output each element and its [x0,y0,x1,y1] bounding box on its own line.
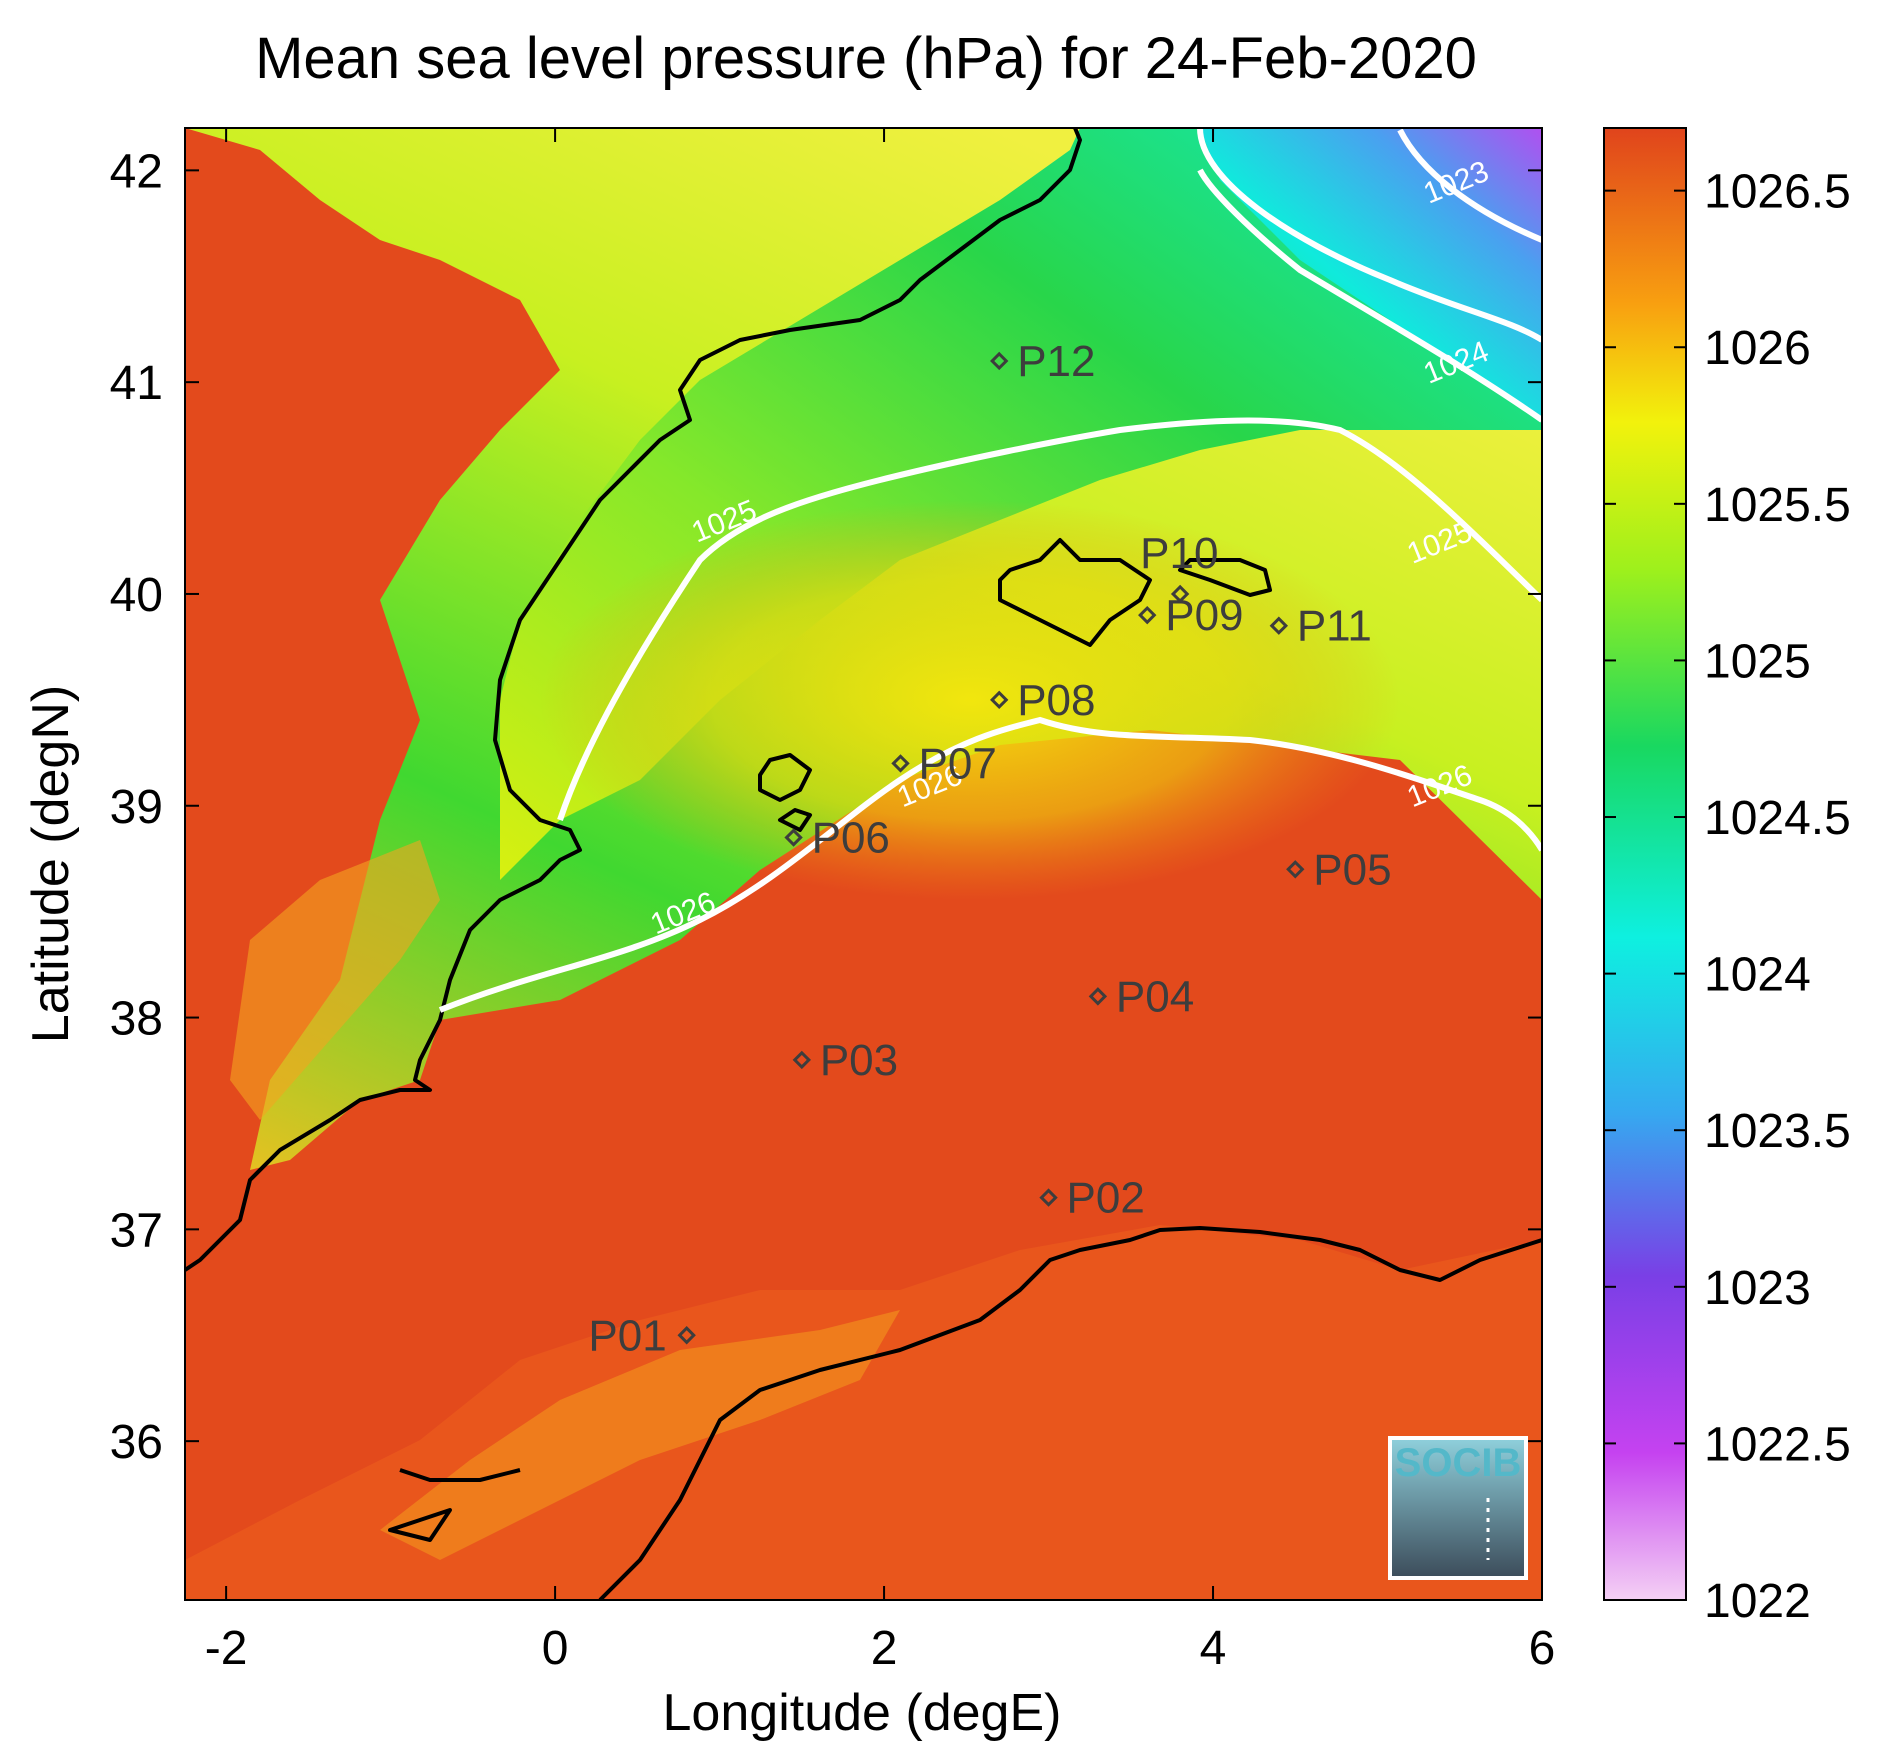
isobar-1026 [438,716,1542,1013]
isobar-1025 [557,417,1542,821]
y-tick-label: 40 [110,569,163,622]
colorbar-tick-label: 1023.5 [1704,1105,1851,1158]
station-label: P08 [1017,676,1095,725]
station-label: P10 [1140,529,1218,578]
station-label: P03 [820,1036,898,1085]
station-label: P11 [1297,602,1372,651]
x-tick-label: 4 [1200,1622,1227,1675]
colorbar-ticks: 1026.5 1026 1025.5 1025 1024.5 1024 1023.5 1023… [1604,166,1851,1628]
station-label: P06 [812,814,890,863]
station-marker [1138,605,1157,625]
station-marker [677,1326,696,1345]
station-marker [1170,584,1190,604]
colorbar: 1026.5 1026 1025.5 1025 1024.5 1024 1023.5 1023… [1603,127,1851,1628]
x-tick-label: 0 [542,1622,569,1675]
station-label: P05 [1313,845,1391,894]
x-axis-label: Longitude (degE) [663,1684,1062,1742]
colorbar-tick-label: 1022.5 [1704,1418,1851,1471]
station-marker [990,351,1009,371]
y-tick-label: 42 [110,145,163,198]
menorca-coastline [1178,558,1272,597]
station-marker [1039,1188,1058,1207]
isobar-1023b [1397,128,1542,243]
station-marker [990,690,1009,710]
coastlines [185,128,1542,1600]
formentera-coastline [778,808,812,832]
logo-box [1388,1436,1528,1580]
isobars [438,128,1542,1013]
y-tick-label: 41 [110,357,163,410]
african-coastline [598,1226,1542,1600]
y-tick-label: 36 [110,1416,163,1469]
station-marker [1286,860,1305,879]
alboran-coastline [388,1508,452,1542]
station-label: P04 [1116,972,1194,1021]
map-frame [184,127,1543,1601]
x-tick-label: -2 [205,1622,248,1675]
colorbar-tick-label: 1026.5 [1704,166,1851,219]
strait-coastline [399,1468,521,1482]
balearic-yellow-field [540,500,1400,900]
colorbar-tick-label: 1026 [1704,322,1811,375]
atlas-texture [380,1310,900,1560]
x-tick-label: 6 [1529,1622,1556,1675]
station-marker [891,754,910,773]
isobar-1024 [1197,168,1542,423]
station-label: P12 [1017,337,1095,386]
ibiza-coastline [758,753,812,802]
logo-text: SOCIB [1395,1441,1522,1485]
colorbar-tick-label: 1024 [1704,949,1811,1002]
colorbar-tick-label: 1023 [1704,1262,1811,1315]
station-label: P07 [919,739,997,788]
colorbar-tick-label: 1022 [1704,1575,1811,1628]
station-marker [1088,987,1108,1006]
station-label: P01 [588,1311,666,1360]
x-tick-label: 2 [871,1622,898,1675]
station-marker [1269,616,1289,635]
mallorca-coastline [998,538,1152,647]
iberia-texture [230,840,440,1120]
y-tick-label: 37 [110,1204,163,1257]
y-tick-label: 38 [110,993,163,1046]
isobar-1023a [1197,128,1542,343]
socib-logo: SOCIB [1388,1436,1528,1580]
y-axis-ticks: 42 41 40 39 38 37 36 [110,145,1542,1469]
colorbar-bar [1603,127,1687,1601]
station-label: P02 [1067,1174,1145,1223]
station-marker [784,828,803,847]
x-axis-ticks: -2 0 2 4 6 [205,128,1556,1675]
colorbar-tick-label: 1025.5 [1704,479,1851,532]
y-axis-label: Latitude (degN) [22,685,80,1043]
iberian-coastline [185,128,1082,1272]
y-tick-label: 39 [110,781,163,834]
colorbar-tick-label: 1025 [1704,635,1811,688]
colorbar-tick-label: 1024.5 [1704,792,1851,845]
map-title: Mean sea level pressure (hPa) for 24-Feb… [255,26,1477,91]
station-marker [792,1050,812,1070]
